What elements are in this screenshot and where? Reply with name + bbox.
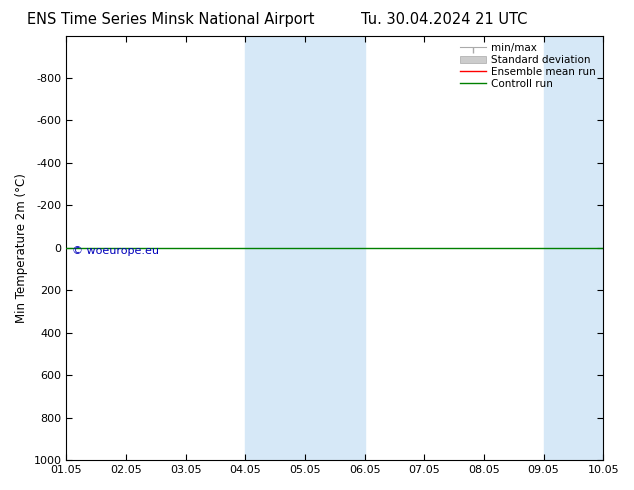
Bar <box>245 36 305 460</box>
Y-axis label: Min Temperature 2m (°C): Min Temperature 2m (°C) <box>15 173 28 323</box>
Legend: min/max, Standard deviation, Ensemble mean run, Controll run: min/max, Standard deviation, Ensemble me… <box>456 39 600 93</box>
Text: © woeurope.eu: © woeurope.eu <box>72 246 158 256</box>
Text: ENS Time Series Minsk National Airport: ENS Time Series Minsk National Airport <box>27 12 315 27</box>
Bar <box>305 36 365 460</box>
Bar <box>543 36 603 460</box>
Text: Tu. 30.04.2024 21 UTC: Tu. 30.04.2024 21 UTC <box>361 12 527 27</box>
